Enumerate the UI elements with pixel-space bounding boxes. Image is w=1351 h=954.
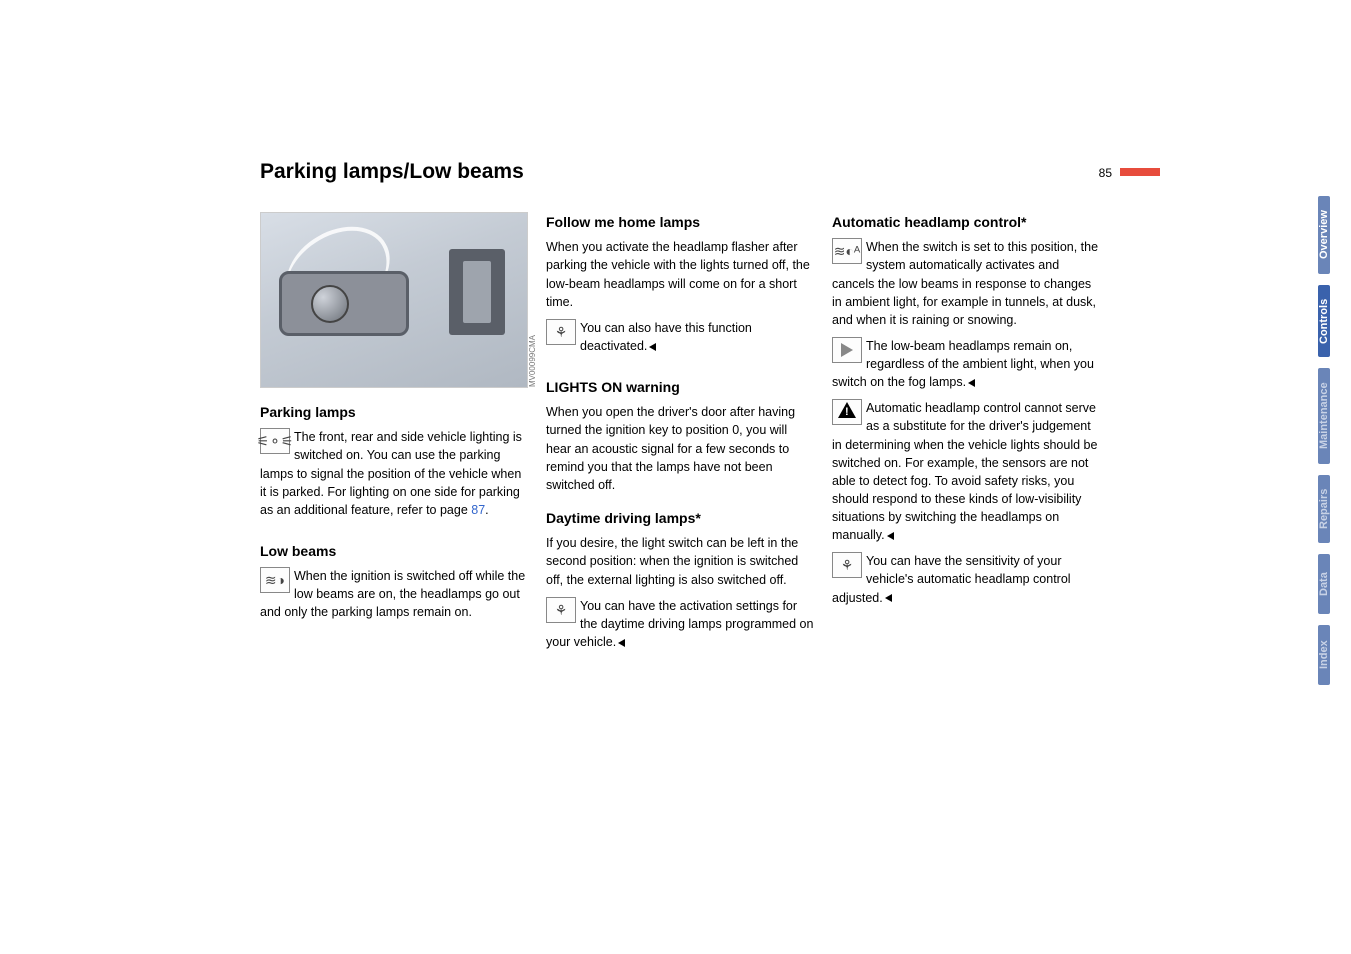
- side-tab-index[interactable]: Index: [1318, 625, 1330, 685]
- para-parking-end: .: [485, 503, 488, 517]
- content-columns: MV00099CMA Parking lamps ⚟⚬⚟ The front, …: [260, 212, 1100, 659]
- side-tab-maintenance[interactable]: Maintenance: [1318, 368, 1330, 464]
- para-daytime-2-text: You can have the activation settings for…: [546, 599, 813, 649]
- low-beams-icon: ≋◑: [260, 567, 290, 593]
- side-tab-overview[interactable]: Overview: [1318, 196, 1330, 274]
- dimmer-slot: [449, 249, 505, 335]
- para-auto-1: ≋◐ᴬ When the switch is set to this posit…: [832, 238, 1100, 329]
- parking-lamps-icon: ⚟⚬⚟: [260, 428, 290, 454]
- side-tabs: Overview Controls Maintenance Repairs Data In…: [1318, 196, 1351, 696]
- note-glyph: [841, 343, 853, 357]
- end-mark: [649, 343, 656, 351]
- dealer-glyph-2: ⚘: [555, 599, 568, 619]
- para-auto-1-text: When the switch is set to this position,…: [832, 240, 1098, 327]
- para-low-text: When the ignition is switched off while …: [260, 569, 525, 619]
- para-lights-on: When you open the driver's door after ha…: [546, 403, 814, 494]
- dealer-glyph: ⚘: [555, 322, 568, 342]
- heading-auto-headlamp: Automatic headlamp control*: [832, 212, 1100, 232]
- auto-headlamp-glyph: ≋◐ᴬ: [834, 241, 861, 261]
- illustration-code: MV00099CMA: [527, 335, 539, 387]
- end-mark: [887, 532, 894, 540]
- parking-glyph: ⚟⚬⚟: [257, 431, 294, 451]
- para-auto-3: Automatic headlamp control cannot serve …: [832, 399, 1100, 544]
- page-title: Parking lamps/Low beams: [260, 160, 1100, 184]
- side-tab-controls[interactable]: Controls: [1318, 285, 1330, 357]
- low-beams-glyph: ≋◑: [265, 570, 285, 590]
- dealer-glyph-3: ⚘: [841, 555, 854, 575]
- column-3: Automatic headlamp control* ≋◐ᴬ When the…: [832, 212, 1100, 659]
- para-auto-2: The low-beam headlamps remain on, regard…: [832, 337, 1100, 391]
- end-mark: [885, 594, 892, 602]
- para-daytime-2: ⚘ You can have the activation settings f…: [546, 597, 814, 651]
- para-auto-4-text: You can have the sensitivity of your veh…: [832, 554, 1071, 604]
- dealer-icon: ⚘: [546, 319, 576, 345]
- heading-low-beams: Low beams: [260, 541, 528, 561]
- para-auto-3-text: Automatic headlamp control cannot serve …: [832, 401, 1097, 542]
- auto-headlamp-icon: ≋◐ᴬ: [832, 238, 862, 264]
- para-daytime-1: If you desire, the light switch can be l…: [546, 534, 814, 588]
- column-2: Follow me home lamps When you activate t…: [546, 212, 814, 659]
- heading-daytime: Daytime driving lamps*: [546, 508, 814, 528]
- para-auto-4: ⚘ You can have the sensitivity of your v…: [832, 552, 1100, 606]
- para-low-beams: ≋◑ When the ignition is switched off whi…: [260, 567, 528, 621]
- end-mark: [968, 379, 975, 387]
- page-number: 85: [1099, 166, 1112, 180]
- heading-lights-on: LIGHTS ON warning: [546, 377, 814, 397]
- side-tab-data[interactable]: Data: [1318, 554, 1330, 614]
- dealer-icon-2: ⚘: [546, 597, 576, 623]
- para-follow-2: ⚘ You can also have this function deacti…: [546, 319, 814, 355]
- page-content: 85 Parking lamps/Low beams MV00099CMA Pa…: [260, 160, 1100, 659]
- heading-follow-me-home: Follow me home lamps: [546, 212, 814, 232]
- para-auto-2-text: The low-beam headlamps remain on, regard…: [832, 339, 1094, 389]
- column-1: MV00099CMA Parking lamps ⚟⚬⚟ The front, …: [260, 212, 528, 659]
- para-parking-lamps: ⚟⚬⚟ The front, rear and side vehicle lig…: [260, 428, 528, 519]
- note-icon: [832, 337, 862, 363]
- para-follow-2-text: You can also have this function deactiva…: [580, 321, 752, 353]
- page-accent-bar: [1120, 168, 1160, 176]
- end-mark: [618, 639, 625, 647]
- side-tab-repairs[interactable]: Repairs: [1318, 475, 1330, 543]
- heading-parking-lamps: Parking lamps: [260, 402, 528, 422]
- light-switch-illustration: MV00099CMA: [260, 212, 528, 388]
- warning-glyph: [838, 402, 856, 418]
- warning-icon: [832, 399, 862, 425]
- page-ref-87[interactable]: 87: [471, 503, 485, 517]
- dial-knob: [311, 285, 349, 323]
- para-follow-1: When you activate the headlamp flasher a…: [546, 238, 814, 311]
- dealer-icon-3: ⚘: [832, 552, 862, 578]
